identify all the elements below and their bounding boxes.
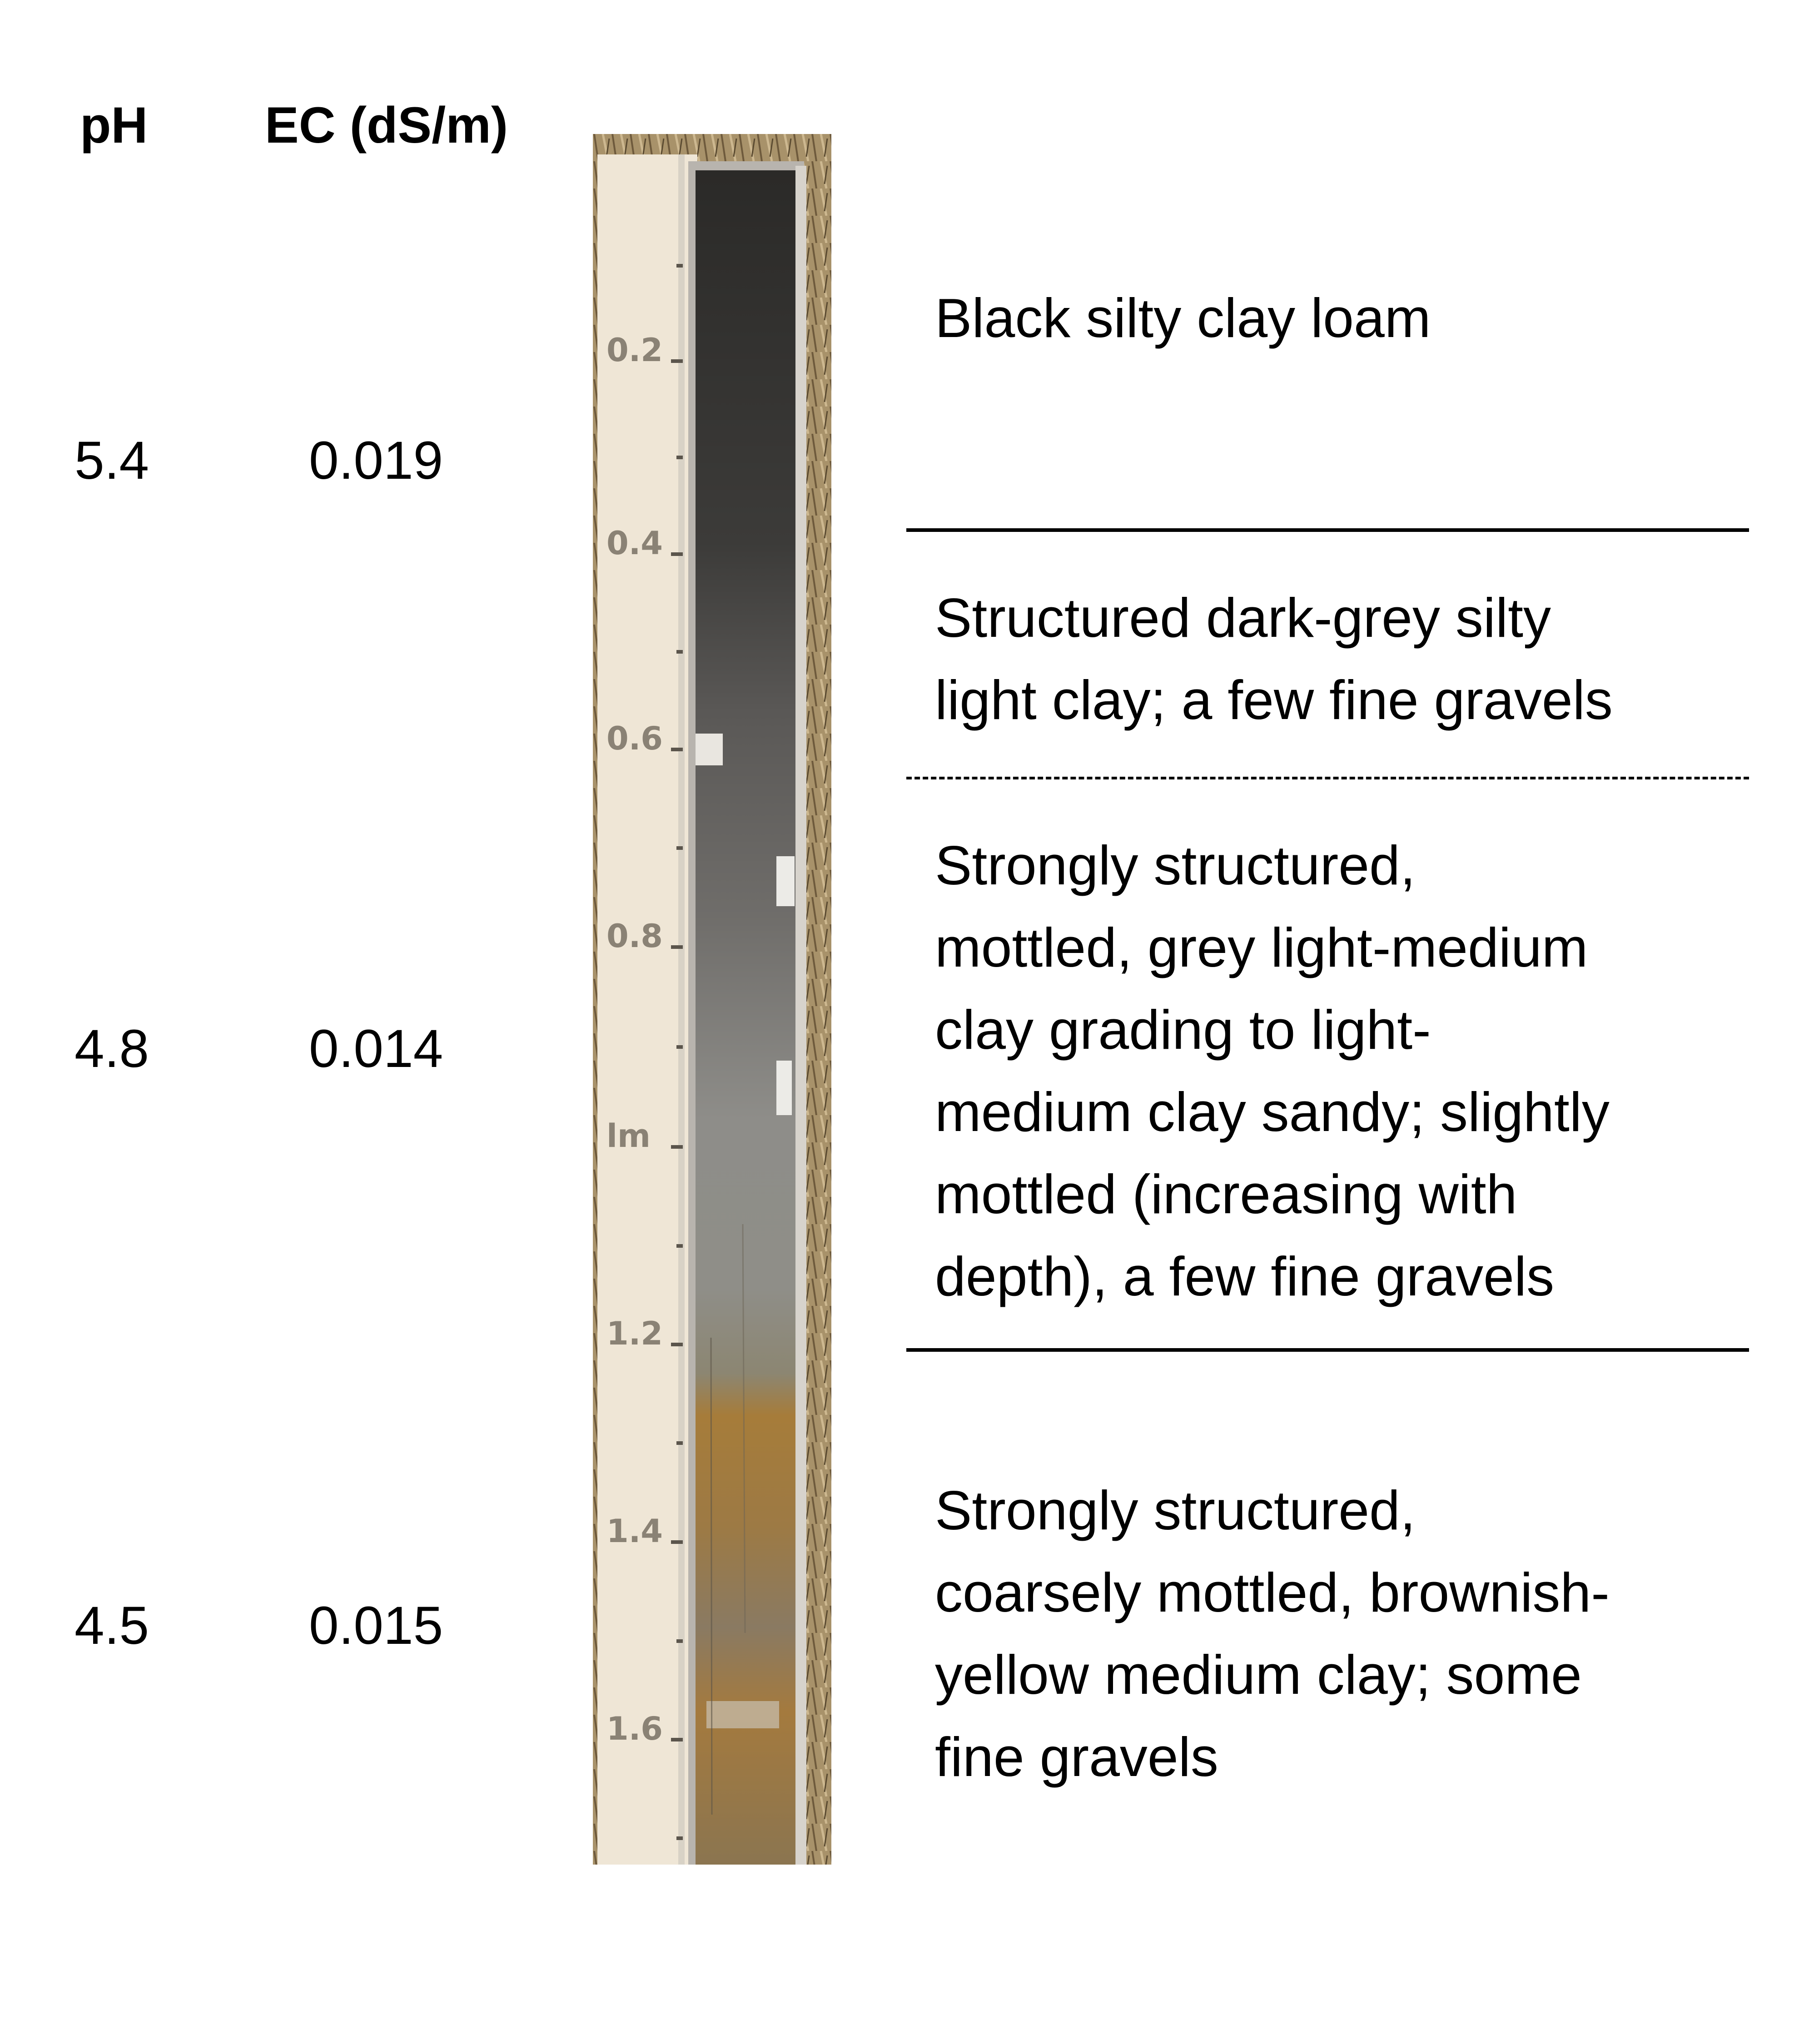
depth-tick-label: 0.6 — [606, 720, 663, 757]
horizon-description-line: mottled, grey light-medium — [935, 917, 1588, 978]
horizon-description-line: coarsely mottled, brownish- — [935, 1562, 1610, 1623]
ec-value-topsoil: 0.019 — [309, 431, 443, 491]
horizon-description-line: Strongly structured, — [935, 1479, 1416, 1541]
horizon-description-line: clay grading to light- — [935, 999, 1431, 1061]
horizon-description-b2: Strongly structured, coarsely mottled, b… — [935, 1469, 1784, 1798]
horizon-description-line: Structured dark-grey silty — [935, 587, 1551, 649]
depth-tick-label: 1.2 — [606, 1315, 663, 1352]
horizon-boundary-dashed — [906, 777, 1749, 779]
ec-value-subsoil: 0.014 — [309, 1019, 443, 1079]
ph-value-subsoil: 4.8 — [75, 1019, 149, 1079]
depth-tick-label: 1.4 — [606, 1513, 663, 1550]
horizon-description-a2: Structured dark-grey silty light clay; a… — [935, 577, 1784, 741]
depth-tick-label: lm — [606, 1117, 651, 1155]
depth-tick-label: 0.8 — [606, 918, 663, 955]
horizon-description-line: depth), a few fine gravels — [935, 1245, 1555, 1307]
horizon-description-line: yellow medium clay; some — [935, 1644, 1582, 1706]
depth-tick-label: 0.4 — [606, 525, 663, 562]
horizon-boundary-solid — [906, 1348, 1749, 1352]
horizon-description-a1: Black silty clay loam — [935, 277, 1784, 359]
horizon-description-line: mottled (increasing with — [935, 1163, 1517, 1225]
depth-tick-label: 0.2 — [606, 332, 663, 369]
horizon-description-line: Black silty clay loam — [935, 287, 1431, 349]
ec-header: EC (dS/m) — [265, 97, 508, 154]
ph-header: pH — [80, 97, 148, 154]
horizon-description-line: medium clay sandy; slightly — [935, 1081, 1610, 1143]
horizon-description-line: fine gravels — [935, 1726, 1218, 1788]
horizon-description-b1: Strongly structured, mottled, grey light… — [935, 824, 1784, 1318]
depth-tick-label: 1.6 — [606, 1710, 663, 1747]
horizon-description-line: Strongly structured, — [935, 834, 1416, 896]
ec-value-deep-subsoil: 0.015 — [309, 1596, 443, 1656]
soil-core-photo: 0.2 0.4 0.6 0.8 lm 1.2 1.4 1.6 — [593, 134, 831, 1865]
horizon-description-line: light clay; a few fine gravels — [935, 669, 1613, 731]
ph-value-deep-subsoil: 4.5 — [75, 1596, 149, 1656]
horizon-boundary-solid — [906, 528, 1749, 532]
ph-value-topsoil: 5.4 — [75, 431, 149, 491]
